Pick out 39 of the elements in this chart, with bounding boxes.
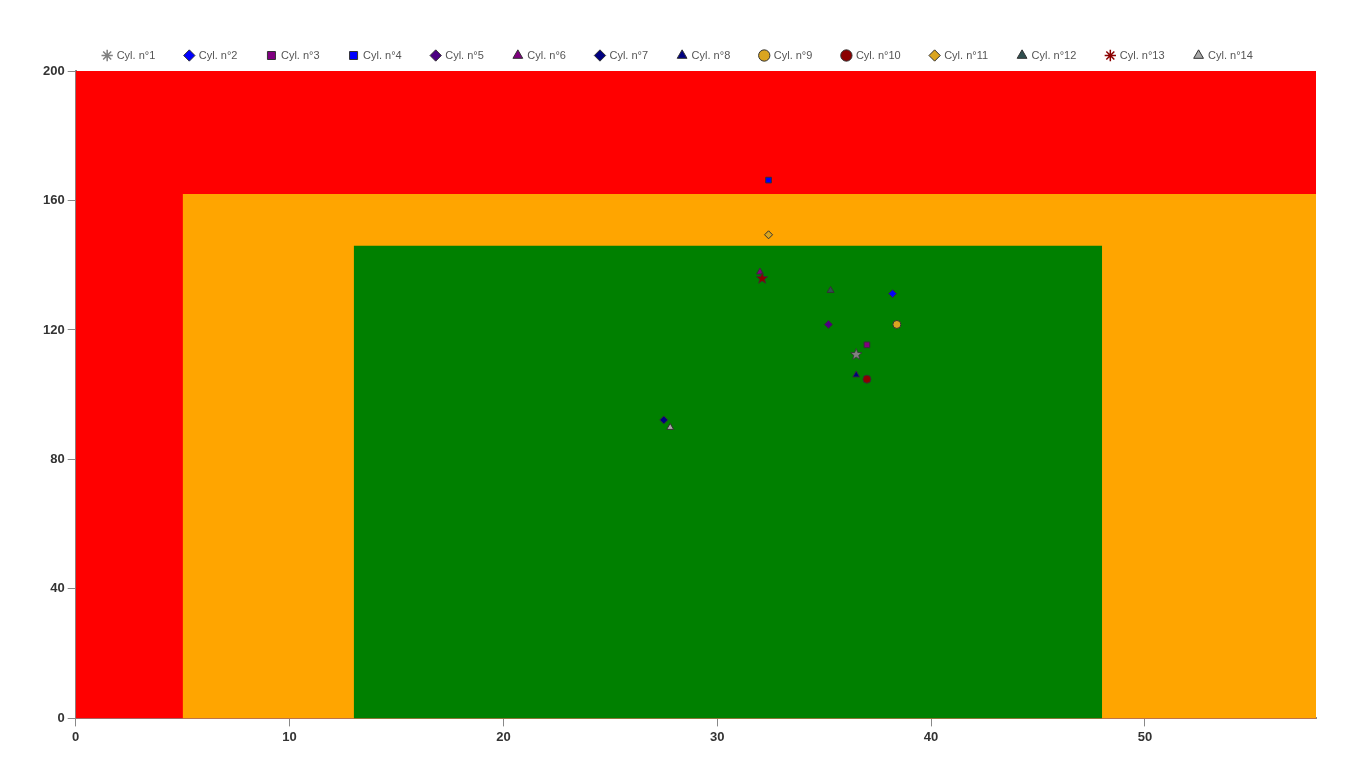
legend-label: Cyl. n°12 bbox=[1031, 48, 1077, 61]
x-tick-label: 10 bbox=[282, 728, 297, 744]
point bbox=[756, 272, 769, 284]
y-tick-label: 200 bbox=[42, 62, 65, 78]
point bbox=[852, 370, 861, 378]
legend-label: Cyl. n°3 bbox=[280, 48, 320, 61]
legend-label: Cyl. n°14 bbox=[1208, 48, 1253, 61]
point bbox=[764, 230, 774, 240]
y-tick-label: 160 bbox=[42, 192, 65, 208]
point bbox=[823, 319, 833, 329]
point bbox=[765, 176, 772, 184]
point bbox=[862, 374, 872, 384]
legend-label: Cyl. n°7 bbox=[609, 48, 649, 61]
point bbox=[863, 341, 871, 349]
point bbox=[659, 415, 669, 425]
legend-label: Cyl. n°6 bbox=[527, 48, 566, 61]
legend-label: Cyl. n°8 bbox=[691, 48, 731, 61]
legend-label: Cyl. n°1 bbox=[116, 48, 156, 61]
y-tick-label: 120 bbox=[42, 321, 65, 337]
x-tick-label: 40 bbox=[923, 728, 939, 744]
y-tick-label: 80 bbox=[50, 451, 65, 467]
point bbox=[826, 285, 835, 293]
x-tick-label: 20 bbox=[496, 728, 511, 744]
legend-label: Cyl. n°10 bbox=[855, 48, 901, 61]
legend-label: Cyl. n°13 bbox=[1119, 48, 1165, 61]
point bbox=[888, 289, 898, 299]
legend-label: Cyl. n°2 bbox=[198, 48, 238, 61]
x-tick-label: 30 bbox=[710, 728, 725, 744]
point bbox=[892, 319, 902, 329]
x-tick-label: 50 bbox=[1137, 728, 1153, 744]
y-tick-label: 0 bbox=[57, 709, 65, 725]
legend-label: Cyl. n°9 bbox=[773, 48, 813, 61]
legend-label: Cyl. n°5 bbox=[445, 48, 484, 61]
point bbox=[666, 422, 675, 430]
point bbox=[850, 348, 863, 360]
y-tick-label: 40 bbox=[50, 580, 65, 596]
legend-label: Cyl. n°11 bbox=[944, 48, 989, 61]
x-tick-label: 0 bbox=[72, 728, 80, 744]
legend-label: Cyl. n°4 bbox=[363, 48, 402, 61]
